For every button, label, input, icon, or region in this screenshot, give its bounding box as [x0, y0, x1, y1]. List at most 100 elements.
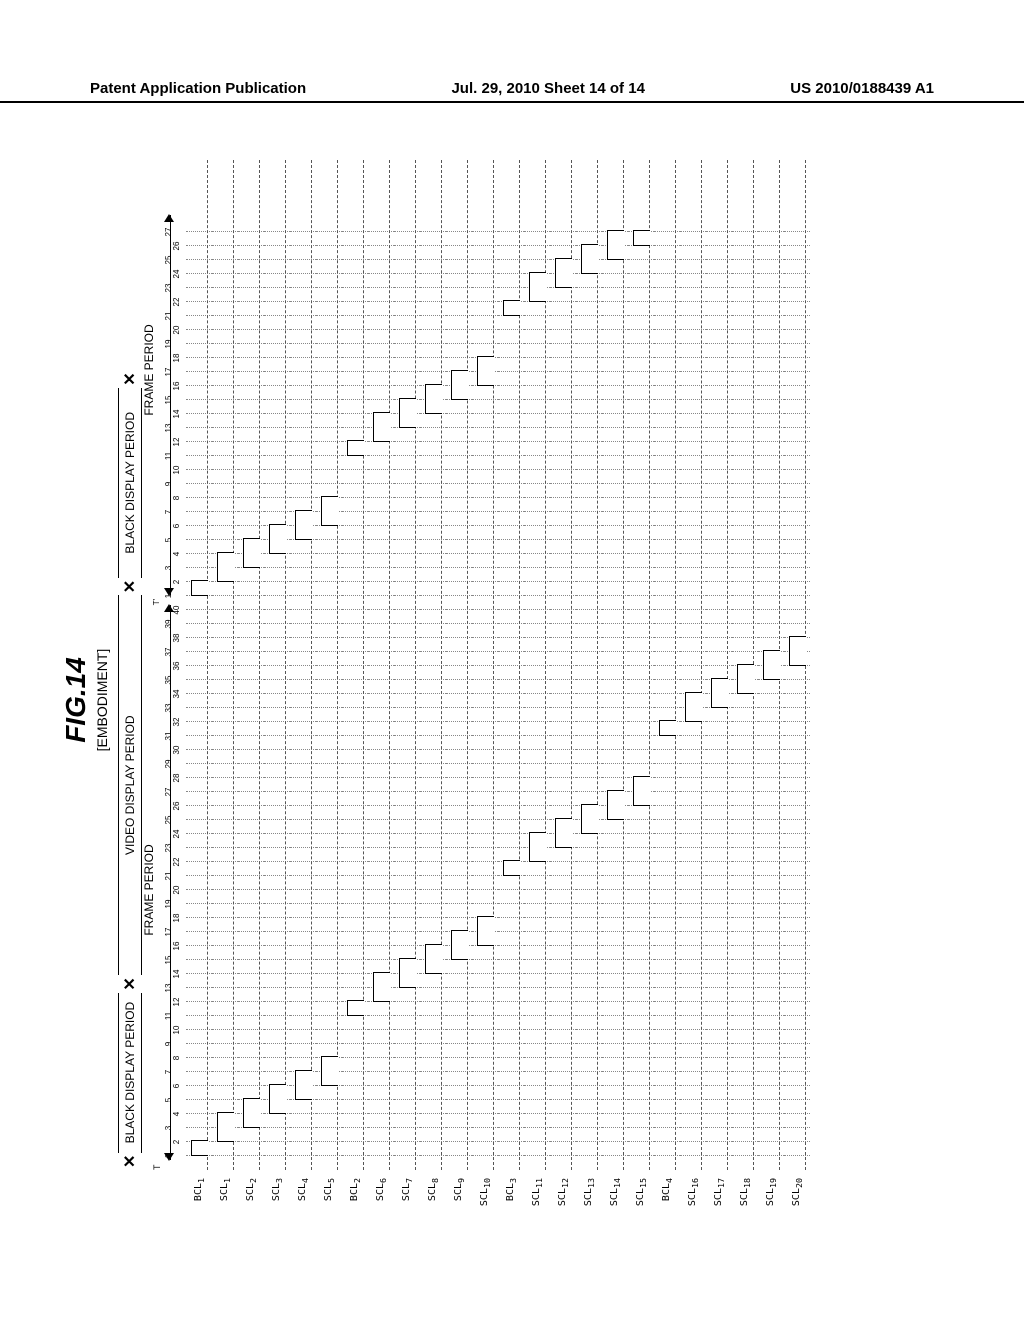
- grid-line: [524, 441, 550, 442]
- grid-line: [212, 693, 238, 694]
- grid-line: [186, 1015, 212, 1016]
- grid-line: [680, 371, 706, 372]
- grid-line: [290, 1001, 316, 1002]
- grid-line: [186, 875, 212, 876]
- grid-line: [368, 1155, 394, 1156]
- grid-line: [550, 427, 576, 428]
- grid-line: [186, 651, 212, 652]
- grid-line: [732, 343, 758, 344]
- grid-line: [524, 1085, 550, 1086]
- grid-line: [316, 875, 342, 876]
- grid-line: [576, 763, 602, 764]
- grid-line: [498, 847, 524, 848]
- grid-line: [264, 791, 290, 792]
- signal-track: [368, 160, 394, 1170]
- grid-line: [498, 413, 524, 414]
- grid-line: [654, 903, 680, 904]
- grid-line: [758, 1099, 784, 1100]
- pulse: [451, 930, 468, 960]
- grid-line: [550, 315, 576, 316]
- grid-line: [420, 553, 446, 554]
- grid-line: [602, 721, 628, 722]
- grid-line: [212, 497, 238, 498]
- grid-line: [290, 721, 316, 722]
- grid-line: [654, 1127, 680, 1128]
- grid-line: [212, 399, 238, 400]
- grid-line: [290, 231, 316, 232]
- pulse: [425, 944, 442, 974]
- grid-line: [316, 847, 342, 848]
- grid-line: [706, 735, 732, 736]
- grid-line: [628, 259, 654, 260]
- grid-line: [238, 1155, 264, 1156]
- pulse: [191, 1140, 208, 1156]
- grid-line: [680, 483, 706, 484]
- grid-line: [550, 1113, 576, 1114]
- grid-line: [472, 1029, 498, 1030]
- grid-line: [784, 777, 810, 778]
- grid-line: [602, 539, 628, 540]
- grid-line: [784, 1155, 810, 1156]
- grid-line: [550, 1029, 576, 1030]
- grid-line: [420, 609, 446, 610]
- grid-line: [446, 1099, 472, 1100]
- tick-label: 23: [164, 284, 173, 293]
- tick-label: 32: [172, 718, 181, 727]
- grid-line: [628, 707, 654, 708]
- grid-line: [680, 315, 706, 316]
- grid-line: [524, 525, 550, 526]
- grid-line: [446, 1141, 472, 1142]
- grid-line: [784, 231, 810, 232]
- grid-line: [394, 1085, 420, 1086]
- grid-line: [446, 413, 472, 414]
- grid-line: [316, 819, 342, 820]
- grid-line: [654, 1071, 680, 1072]
- tick-label: 14: [172, 970, 181, 979]
- grid-line: [550, 763, 576, 764]
- grid-line: [342, 483, 368, 484]
- grid-line: [316, 805, 342, 806]
- grid-line: [420, 777, 446, 778]
- grid-line: [628, 315, 654, 316]
- grid-line: [290, 553, 316, 554]
- grid-line: [732, 483, 758, 484]
- grid-line: [732, 945, 758, 946]
- grid-line: [290, 245, 316, 246]
- grid-line: [576, 637, 602, 638]
- grid-line: [524, 539, 550, 540]
- grid-line: [680, 609, 706, 610]
- grid-line: [446, 1113, 472, 1114]
- grid-line: [602, 959, 628, 960]
- grid-line: [342, 833, 368, 834]
- grid-line: [368, 343, 394, 344]
- grid-line: [472, 399, 498, 400]
- grid-line: [706, 1015, 732, 1016]
- grid-line: [550, 623, 576, 624]
- grid-line: [732, 903, 758, 904]
- grid-line: [576, 693, 602, 694]
- pulse: [269, 524, 286, 554]
- grid-line: [420, 511, 446, 512]
- tick-label: 18: [172, 354, 181, 363]
- grid-line: [446, 735, 472, 736]
- grid-line: [524, 1071, 550, 1072]
- grid-line: [628, 427, 654, 428]
- grid-line: [524, 1155, 550, 1156]
- signal-row: SCL17: [706, 160, 732, 1240]
- tick-label: 30: [172, 746, 181, 755]
- grid-line: [238, 301, 264, 302]
- grid-line: [394, 945, 420, 946]
- grid-line: [420, 525, 446, 526]
- grid-line: [394, 749, 420, 750]
- grid-line: [342, 315, 368, 316]
- grid-line: [758, 903, 784, 904]
- grid-line: [212, 427, 238, 428]
- grid-line: [550, 1057, 576, 1058]
- grid-line: [186, 721, 212, 722]
- grid-line: [654, 819, 680, 820]
- grid-line: [602, 945, 628, 946]
- grid-line: [680, 847, 706, 848]
- grid-line: [524, 497, 550, 498]
- grid-line: [368, 273, 394, 274]
- grid-line: [290, 931, 316, 932]
